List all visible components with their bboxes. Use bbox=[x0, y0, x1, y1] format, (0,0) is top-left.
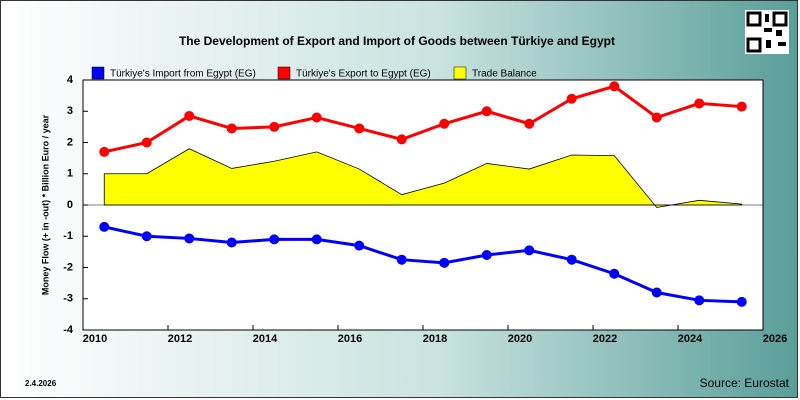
source: Source: Eurostat bbox=[700, 376, 790, 390]
legend-swatch bbox=[277, 66, 291, 80]
x-tick-label: 2016 bbox=[338, 333, 362, 345]
date: 2.4.2026 bbox=[25, 379, 57, 388]
point bbox=[311, 112, 322, 123]
y-tick-label: 0 bbox=[67, 199, 73, 211]
point bbox=[651, 112, 662, 123]
y-tick-label: -1 bbox=[63, 230, 73, 242]
legend-swatch bbox=[91, 66, 105, 80]
point bbox=[354, 123, 365, 134]
point bbox=[524, 118, 535, 129]
x-tick-label: 2012 bbox=[168, 333, 192, 345]
point bbox=[481, 106, 492, 117]
point bbox=[439, 118, 450, 129]
x-tick-label: 2024 bbox=[678, 333, 703, 345]
point bbox=[269, 121, 280, 132]
y-tick-label: 3 bbox=[67, 105, 73, 117]
point bbox=[566, 254, 577, 265]
point bbox=[184, 110, 195, 121]
point bbox=[566, 93, 577, 104]
line bbox=[103, 225, 742, 304]
y-tick-label: -4 bbox=[63, 324, 74, 336]
point bbox=[651, 287, 662, 298]
point bbox=[609, 81, 620, 92]
point bbox=[141, 137, 152, 148]
x-tick-label: 2010 bbox=[83, 333, 107, 345]
qr-code bbox=[745, 10, 789, 54]
point bbox=[524, 245, 535, 256]
y-tick-label: 1 bbox=[67, 168, 73, 180]
line bbox=[103, 84, 742, 154]
y-tick-label: -2 bbox=[63, 261, 73, 273]
x-tick-label: 2022 bbox=[593, 333, 617, 345]
point bbox=[184, 233, 195, 244]
legend-label: Trade Balance bbox=[472, 69, 537, 80]
y-tick-label: 2 bbox=[67, 136, 73, 148]
point bbox=[99, 146, 110, 157]
x-tick-label: 2026 bbox=[763, 333, 787, 345]
area bbox=[103, 148, 743, 208]
point bbox=[481, 250, 492, 260]
point bbox=[269, 234, 280, 245]
point bbox=[354, 240, 365, 251]
point bbox=[99, 221, 110, 232]
x-tick-label: 2018 bbox=[423, 333, 447, 345]
point bbox=[439, 257, 450, 268]
point bbox=[396, 134, 407, 145]
point bbox=[609, 268, 620, 279]
legend: Türkiye's Import from Egypt (EG) Türkiye'… bbox=[91, 66, 537, 80]
y-axis-label: Money Flow (+ in -out) * Billion Euro / … bbox=[40, 114, 50, 295]
chart-title: The Development of Export and Import of … bbox=[179, 34, 615, 48]
legend-label: Türkiye's Import from Egypt (EG) bbox=[110, 69, 256, 80]
point bbox=[226, 237, 237, 248]
point bbox=[311, 234, 322, 245]
point bbox=[694, 98, 705, 109]
point bbox=[141, 231, 152, 242]
point bbox=[736, 296, 747, 307]
y-tick-label: 4 bbox=[67, 74, 74, 86]
legend-label: Türkiye's Export to Egypt (EG) bbox=[296, 69, 431, 80]
x-tick-label: 2020 bbox=[508, 333, 532, 345]
point bbox=[396, 254, 407, 265]
y-tick-label: -3 bbox=[63, 293, 73, 305]
legend-swatch bbox=[453, 66, 467, 80]
point bbox=[736, 101, 747, 112]
x-tick-label: 2014 bbox=[253, 333, 278, 345]
point bbox=[226, 123, 237, 134]
point bbox=[694, 295, 705, 306]
